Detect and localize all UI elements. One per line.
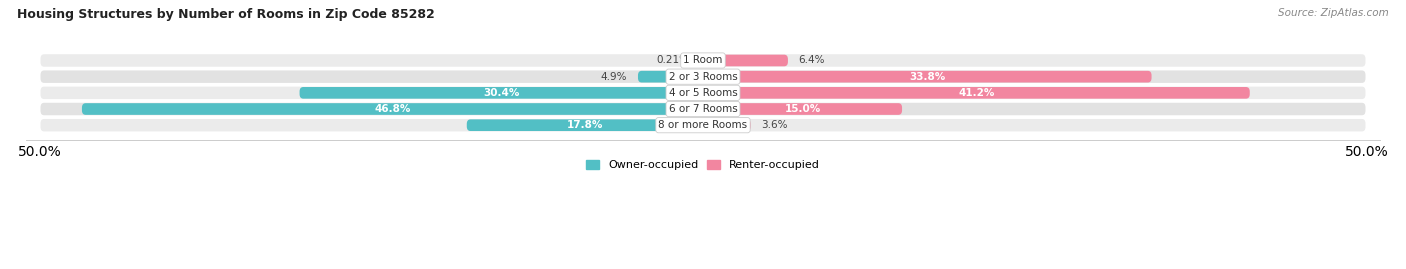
FancyBboxPatch shape xyxy=(703,71,1152,83)
FancyBboxPatch shape xyxy=(39,102,1367,116)
Text: 0.21%: 0.21% xyxy=(657,55,689,65)
FancyBboxPatch shape xyxy=(638,71,703,83)
Text: 1 Room: 1 Room xyxy=(683,55,723,65)
Text: 17.8%: 17.8% xyxy=(567,120,603,130)
Text: 4 or 5 Rooms: 4 or 5 Rooms xyxy=(669,88,737,98)
Text: 6 or 7 Rooms: 6 or 7 Rooms xyxy=(669,104,737,114)
Text: 2 or 3 Rooms: 2 or 3 Rooms xyxy=(669,72,737,82)
FancyBboxPatch shape xyxy=(82,103,703,115)
FancyBboxPatch shape xyxy=(703,119,751,131)
FancyBboxPatch shape xyxy=(703,55,787,66)
Text: 41.2%: 41.2% xyxy=(959,88,994,98)
Text: Housing Structures by Number of Rooms in Zip Code 85282: Housing Structures by Number of Rooms in… xyxy=(17,8,434,21)
Text: 6.4%: 6.4% xyxy=(799,55,825,65)
FancyBboxPatch shape xyxy=(703,103,903,115)
FancyBboxPatch shape xyxy=(39,118,1367,132)
FancyBboxPatch shape xyxy=(299,87,703,99)
Legend: Owner-occupied, Renter-occupied: Owner-occupied, Renter-occupied xyxy=(581,155,825,175)
Text: Source: ZipAtlas.com: Source: ZipAtlas.com xyxy=(1278,8,1389,18)
Text: 33.8%: 33.8% xyxy=(910,72,945,82)
FancyBboxPatch shape xyxy=(39,53,1367,68)
FancyBboxPatch shape xyxy=(699,55,704,66)
Text: 8 or more Rooms: 8 or more Rooms xyxy=(658,120,748,130)
Text: 3.6%: 3.6% xyxy=(762,120,787,130)
Text: 46.8%: 46.8% xyxy=(374,104,411,114)
FancyBboxPatch shape xyxy=(39,69,1367,84)
FancyBboxPatch shape xyxy=(703,87,1250,99)
Text: 15.0%: 15.0% xyxy=(785,104,821,114)
FancyBboxPatch shape xyxy=(39,86,1367,100)
Text: 4.9%: 4.9% xyxy=(600,72,627,82)
FancyBboxPatch shape xyxy=(467,119,703,131)
Text: 30.4%: 30.4% xyxy=(484,88,519,98)
